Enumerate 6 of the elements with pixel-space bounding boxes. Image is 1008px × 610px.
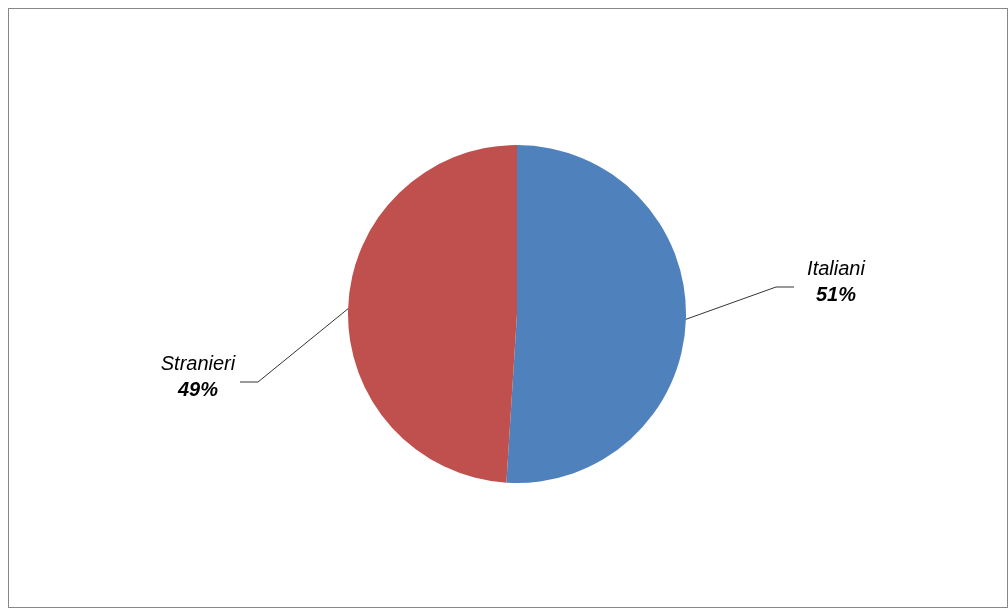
slice-label: Stranieri [160, 352, 236, 374]
slice-label: Italiani [807, 257, 866, 279]
pie-slice [348, 145, 517, 483]
data-label: 49% [176, 378, 219, 400]
pie-slice [506, 145, 686, 483]
data-label: 51% [815, 283, 857, 305]
